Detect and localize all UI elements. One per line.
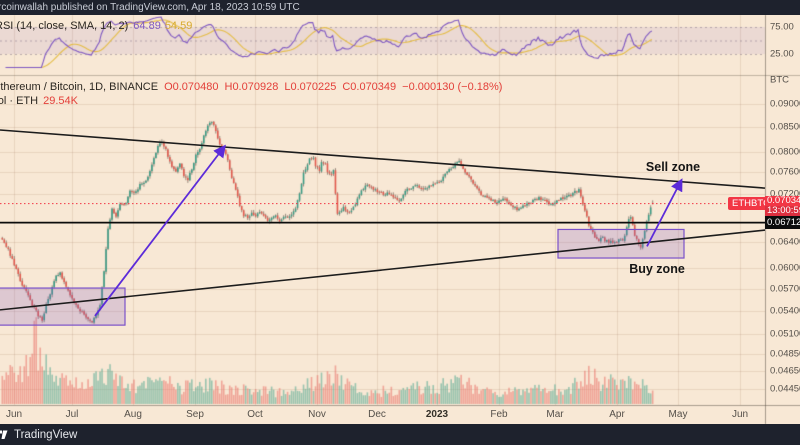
- ohlc-low: L0.070225: [284, 81, 337, 93]
- price-tick: 0.060000: [770, 262, 800, 274]
- time-tick-may: May: [668, 409, 688, 420]
- time-tick-feb: Feb: [490, 409, 508, 420]
- ohlc-high: H0.070928: [224, 81, 279, 93]
- bar-countdown: 13:00:59: [765, 205, 800, 217]
- price-tick: 0.044500: [770, 383, 800, 395]
- volume-label: Vol · ETH: [0, 95, 39, 107]
- time-tick-mar: Mar: [546, 409, 564, 420]
- price-tick: 0.057000: [770, 283, 800, 295]
- rsi-level-tick: 75.00: [770, 21, 794, 33]
- sell-zone-label[interactable]: Sell zone: [645, 160, 701, 174]
- time-tick-jun: Jun: [5, 409, 23, 420]
- buy-zone-label[interactable]: Buy zone: [629, 262, 685, 276]
- buy-zone-box[interactable]: [557, 228, 685, 259]
- upper-resistance-trendline[interactable]: [0, 129, 766, 189]
- impulse-arrow-2022[interactable]: [94, 144, 226, 317]
- price-tick: 0.076000: [770, 166, 800, 178]
- rsi-sma-value: 54.59: [164, 20, 193, 32]
- last-price-label: 0.070349 13:00:59: [765, 194, 800, 217]
- time-tick-oct: Oct: [247, 409, 263, 420]
- rsi-value: 64.89: [133, 20, 161, 32]
- rsi-legend-title: RSI (14, close, SMA, 14, 2): [0, 20, 129, 32]
- tradingview-logo-icon: [0, 430, 8, 439]
- price-tick: 0.054000: [770, 305, 800, 317]
- volume-legend[interactable]: Vol · ETH 29.54K: [0, 95, 78, 107]
- time-tick-2023: 2023: [425, 409, 449, 420]
- demand-zone-2022-box[interactable]: [0, 287, 126, 326]
- ohlc-close: C0.070349: [342, 81, 397, 93]
- price-tick: 0.048500: [770, 348, 800, 360]
- ohlc-change: −0.000130 (−0.18%): [402, 81, 503, 93]
- last-price-value: 0.070349: [767, 194, 800, 206]
- publish-banner: rcoinwallah published on TradingView.com…: [0, 0, 800, 15]
- price-tick: 0.051000: [770, 328, 800, 340]
- rsi-level-tick: 25.00: [770, 48, 794, 60]
- time-tick-jun: Jun: [731, 409, 749, 420]
- volume-value: 29.54K: [43, 95, 78, 107]
- lower-support-trendline[interactable]: [0, 229, 766, 311]
- symbol-title: Ethereum / Bitcoin, 1D, BINANCE: [0, 81, 159, 93]
- ohlc-open: O0.070480: [164, 81, 219, 93]
- time-tick-sep: Sep: [186, 409, 204, 420]
- rsi-indicator-legend[interactable]: RSI (14, close, SMA, 14, 2) 64.89 54.59: [0, 20, 192, 32]
- price-tick: 0.085000: [770, 121, 800, 133]
- price-tick: 0.090000: [770, 98, 800, 110]
- price-axis-unit: BTC: [770, 74, 789, 86]
- time-tick-aug: Aug: [124, 409, 142, 420]
- price-tick: 0.080000: [770, 146, 800, 158]
- projection-arrow-2023[interactable]: [646, 178, 683, 247]
- time-tick-apr: Apr: [609, 409, 625, 420]
- symbol-price-flag[interactable]: ETHBTC: [728, 197, 774, 211]
- time-tick-nov: Nov: [308, 409, 326, 420]
- price-tick: 0.064000: [770, 236, 800, 248]
- price-tick: 0.072000: [770, 188, 800, 200]
- symbol-legend[interactable]: Ethereum / Bitcoin, 1D, BINANCE O0.070480…: [0, 81, 502, 93]
- publish-banner-text: rcoinwallah published on TradingView.com…: [0, 2, 300, 13]
- footer-brand: TradingView: [14, 428, 78, 441]
- time-tick-jul: Jul: [65, 409, 79, 420]
- time-tick-dec: Dec: [368, 409, 386, 420]
- price-tick: 0.046500: [770, 365, 800, 377]
- footer-bar: TradingView: [0, 424, 800, 445]
